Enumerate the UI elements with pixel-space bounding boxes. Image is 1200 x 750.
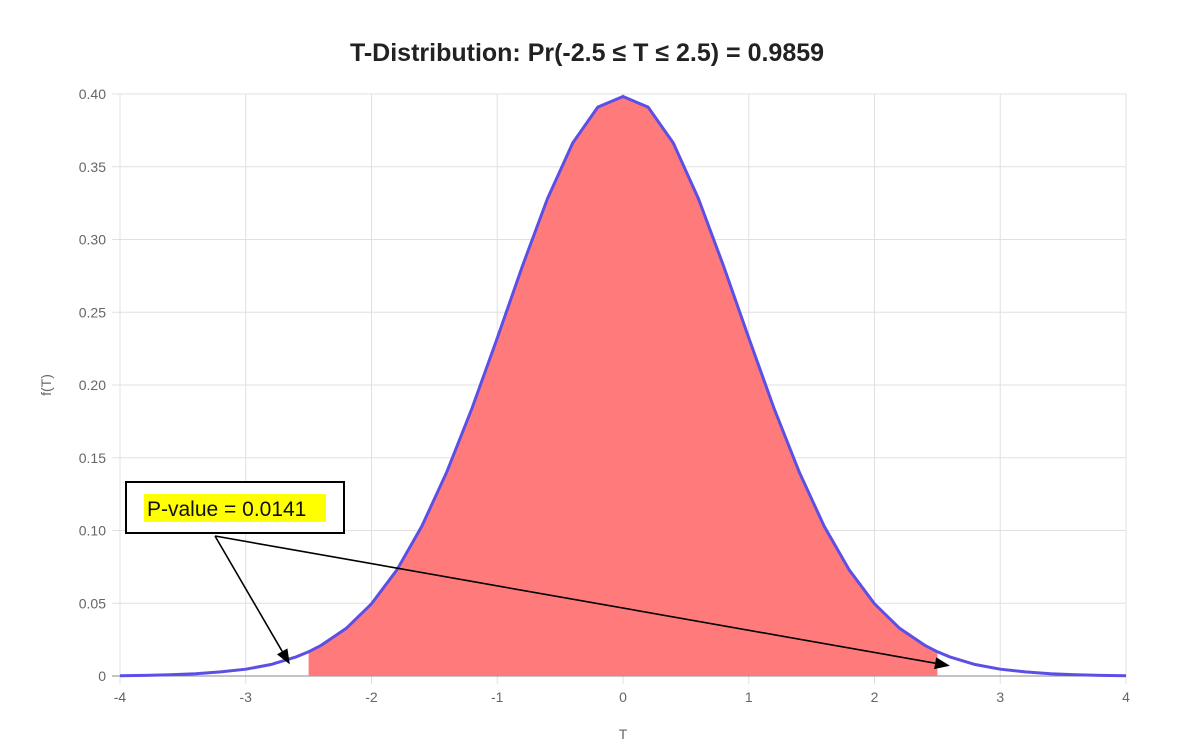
annotation-text: P-value = 0.0141 bbox=[147, 498, 306, 521]
axis-tick-labels: -4 -3 -2 -1 0 1 2 3 4 0 0.05 0.10 0.15 0.20 0.25 0.30 0.… bbox=[79, 86, 1130, 705]
y-tick-label: 0.05 bbox=[79, 595, 106, 611]
y-axis-label: f(T) bbox=[38, 374, 54, 396]
x-tick-label: -1 bbox=[491, 689, 504, 705]
y-tick-label: 0.40 bbox=[79, 86, 106, 102]
annotation-highlight bbox=[144, 494, 326, 522]
y-tick-label: 0.25 bbox=[79, 304, 106, 320]
x-tick-label: 4 bbox=[1122, 689, 1130, 705]
arrow-line bbox=[214, 535, 936, 664]
x-axis-label: T bbox=[619, 726, 628, 742]
y-tick-label: 0.10 bbox=[79, 523, 106, 539]
x-tick-label: 2 bbox=[871, 689, 879, 705]
annotation-arrows bbox=[214, 535, 950, 670]
chart-title: T-Distribution: Pr(-2.5 ≤ T ≤ 2.5) = 0.9… bbox=[350, 39, 824, 67]
p-value-annotation: P-value = 0.0141 bbox=[125, 481, 345, 534]
y-tick-label: 0.20 bbox=[79, 377, 106, 393]
x-tick-label: 1 bbox=[745, 689, 753, 705]
x-tick-label: 0 bbox=[619, 689, 627, 705]
y-tick-label: 0.30 bbox=[79, 232, 106, 248]
arrow-head bbox=[277, 648, 290, 665]
x-tick-label: -3 bbox=[240, 689, 253, 705]
y-tick-label: 0 bbox=[98, 668, 106, 684]
density-curve-line bbox=[119, 94, 1127, 678]
arrow-line bbox=[214, 535, 283, 652]
y-tick-label: 0.15 bbox=[79, 450, 106, 466]
x-tick-label: -4 bbox=[114, 689, 127, 705]
x-tick-label: -2 bbox=[365, 689, 378, 705]
y-tick-label: 0.35 bbox=[79, 159, 106, 175]
x-tick-label: 3 bbox=[996, 689, 1004, 705]
shaded-probability-area bbox=[308, 96, 938, 676]
arrow-head bbox=[934, 657, 950, 670]
